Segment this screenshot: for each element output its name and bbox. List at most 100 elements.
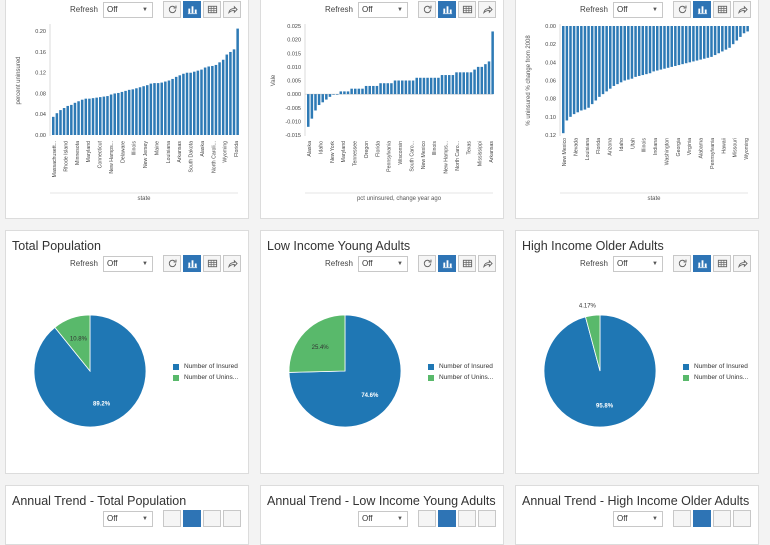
refresh-select[interactable]: Off ▼: [103, 510, 153, 527]
refresh-button[interactable]: [163, 1, 181, 18]
y-tick-label: 0.00: [545, 24, 556, 30]
refresh-button[interactable]: [673, 255, 691, 272]
bar: [207, 66, 210, 135]
table-view-button[interactable]: [458, 510, 476, 527]
refresh-button[interactable]: [673, 1, 691, 18]
bar: [368, 85, 371, 95]
bar: [354, 88, 357, 95]
table-view-button[interactable]: [458, 1, 476, 18]
legend-item-uninsured[interactable]: Number of Unins...: [173, 372, 238, 383]
x-tick-label: Wyoming: [223, 141, 229, 163]
chevron-down-icon: ▼: [397, 6, 403, 13]
refresh-button[interactable]: [418, 510, 436, 527]
refresh-select[interactable]: Off ▼: [358, 510, 408, 527]
bar: [742, 26, 746, 34]
refresh-button[interactable]: [163, 510, 181, 527]
legend-item-insured[interactable]: Number of Insured: [173, 361, 238, 372]
refresh-button[interactable]: [418, 255, 436, 272]
pie-label-uninsured: 4.17%: [579, 304, 597, 310]
refresh-select-value: Off: [362, 514, 373, 523]
panel-annual-trend-total: Annual Trend - Total Population Off ▼: [5, 485, 249, 545]
legend-item-insured[interactable]: Number of Insured: [683, 361, 748, 372]
legend-item-uninsured[interactable]: Number of Unins...: [428, 372, 493, 383]
chevron-down-icon: ▼: [652, 260, 658, 267]
bar: [444, 75, 447, 95]
chart-view-button[interactable]: [183, 1, 201, 18]
chart-view-button[interactable]: [183, 255, 201, 272]
chart-view-button[interactable]: [438, 255, 456, 272]
legend-label: Number of Insured: [439, 363, 493, 370]
bar: [142, 86, 145, 135]
legend-item-insured[interactable]: Number of Insured: [428, 361, 493, 372]
share-button[interactable]: [733, 255, 751, 272]
refresh-select[interactable]: Off ▼: [103, 1, 153, 18]
bar: [695, 26, 699, 61]
table-icon: [207, 259, 217, 268]
table-view-button[interactable]: [203, 255, 221, 272]
legend-item-uninsured[interactable]: Number of Unins...: [683, 372, 748, 383]
share-button[interactable]: [223, 1, 241, 18]
bar: [491, 31, 494, 95]
pie-slice-uninsured: [585, 314, 601, 372]
bar: [390, 83, 393, 95]
table-view-button[interactable]: [713, 1, 731, 18]
share-button[interactable]: [478, 510, 496, 527]
bar: [214, 64, 218, 135]
refresh-button[interactable]: [418, 1, 436, 18]
share-button[interactable]: [478, 255, 496, 272]
panel-title: Low Income Young Adults: [267, 239, 411, 253]
chart-view-button[interactable]: [693, 1, 711, 18]
table-view-button[interactable]: [713, 510, 731, 527]
table-view-button[interactable]: [203, 1, 221, 18]
x-tick-label: Florida: [596, 138, 602, 154]
table-view-button[interactable]: [203, 510, 221, 527]
y-axis-label: Vale: [271, 74, 277, 86]
bar: [562, 26, 565, 134]
refresh-select[interactable]: Off ▼: [358, 1, 408, 18]
share-button[interactable]: [733, 510, 751, 527]
bar: [70, 104, 73, 135]
bar: [616, 26, 619, 85]
bar: [52, 116, 55, 135]
refresh-select[interactable]: Off ▼: [358, 255, 408, 272]
y-tick-label: 0.08: [35, 91, 46, 97]
bar: [317, 94, 321, 106]
bar: [731, 26, 735, 45]
bar: [182, 73, 185, 135]
bar: [699, 26, 702, 60]
refresh-select[interactable]: Off ▼: [613, 255, 663, 272]
bar: [321, 94, 324, 103]
share-icon: [482, 5, 493, 15]
x-tick-label: Delaware: [120, 141, 126, 163]
chart-view-button[interactable]: [693, 255, 711, 272]
bar: [225, 54, 229, 135]
refresh-select[interactable]: Off ▼: [103, 255, 153, 272]
x-tick-label: Illinois: [642, 138, 648, 153]
share-icon: [227, 5, 238, 15]
refresh-select[interactable]: Off ▼: [613, 510, 663, 527]
table-view-button[interactable]: [458, 255, 476, 272]
share-button[interactable]: [478, 1, 496, 18]
refresh-button[interactable]: [673, 510, 691, 527]
bar: [364, 85, 368, 95]
refresh-select[interactable]: Off ▼: [613, 1, 663, 18]
share-button[interactable]: [733, 1, 751, 18]
table-view-button[interactable]: [713, 255, 731, 272]
x-tick-label: Minnesota: [75, 141, 81, 165]
bar: [138, 87, 142, 135]
x-tick-label: Mississippi: [478, 141, 484, 166]
chart-view-button[interactable]: [693, 510, 711, 527]
bar: [401, 80, 404, 95]
bar: [429, 77, 433, 95]
share-button[interactable]: [223, 255, 241, 272]
y-tick-label: 0.00: [35, 133, 46, 139]
chart-view-button[interactable]: [438, 1, 456, 18]
bar: [127, 89, 131, 135]
refresh-button[interactable]: [163, 255, 181, 272]
x-tick-label: Alabama: [699, 138, 705, 159]
refresh-select-value: Off: [107, 5, 118, 14]
bar: [648, 26, 652, 74]
chart-view-button[interactable]: [183, 510, 201, 527]
share-button[interactable]: [223, 510, 241, 527]
chart-view-button[interactable]: [438, 510, 456, 527]
